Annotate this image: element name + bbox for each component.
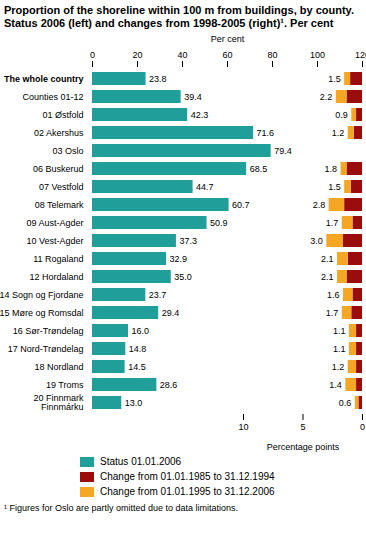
html-text:¹ Figures for Oslo are partly: ¹ Figures for Oslo are partly omitted du…: [4, 503, 239, 513]
svg-text:20: 20: [132, 50, 142, 60]
svg-text:32.9: 32.9: [170, 254, 188, 264]
svg-text:0.9: 0.9: [335, 110, 348, 120]
svg-text:1.7: 1.7: [326, 218, 339, 228]
svg-text:60: 60: [222, 50, 232, 60]
svg-text:35.0: 35.0: [174, 272, 192, 282]
svg-text:79.4: 79.4: [274, 146, 292, 156]
svg-text:1.5: 1.5: [328, 74, 341, 84]
svg-text:23.8: 23.8: [149, 74, 167, 84]
svg-text:5: 5: [300, 422, 305, 432]
svg-text:18 Nordland: 18 Nordland: [34, 362, 83, 372]
svg-text:2.8: 2.8: [313, 200, 326, 210]
html-text:Proportion of the shoreline wi: Proportion of the shoreline within 100 m…: [4, 4, 354, 29]
svg-text:16.0: 16.0: [132, 326, 150, 336]
svg-text:120: 120: [355, 50, 366, 60]
svg-text:12 Hordaland: 12 Hordaland: [29, 272, 83, 282]
svg-text:17 Nord-Trøndelag: 17 Nord-Trøndelag: [8, 344, 84, 354]
svg-text:1.8: 1.8: [325, 164, 338, 174]
svg-text:23.7: 23.7: [149, 290, 167, 300]
svg-text:80: 80: [267, 50, 277, 60]
svg-text:2.1: 2.1: [321, 272, 334, 282]
svg-text:01 Østfold: 01 Østfold: [42, 110, 83, 120]
svg-text:16 Sør-Trøndelag: 16 Sør-Trøndelag: [13, 326, 84, 336]
svg-text:28.6: 28.6: [160, 380, 178, 390]
svg-text:50.9: 50.9: [210, 218, 228, 228]
html-text:Status 01.01.2006: Status 01.01.2006: [100, 456, 182, 467]
svg-text:37.3: 37.3: [179, 236, 197, 246]
svg-text:0: 0: [360, 422, 365, 432]
svg-text:Counties 01-12: Counties 01-12: [22, 92, 83, 102]
svg-text:44.7: 44.7: [196, 182, 214, 192]
svg-text:39.4: 39.4: [184, 92, 202, 102]
svg-text:07 Vestfold: 07 Vestfold: [39, 182, 84, 192]
svg-text:06 Buskerud: 06 Buskerud: [33, 164, 84, 174]
svg-text:02 Akershus: 02 Akershus: [34, 128, 84, 138]
svg-text:1.4: 1.4: [329, 380, 342, 390]
svg-text:2.2: 2.2: [320, 92, 333, 102]
svg-text:19 Troms: 19 Troms: [46, 380, 84, 390]
svg-text:15 Møre og Romsdal: 15 Møre og Romsdal: [0, 308, 84, 318]
svg-text:13.0: 13.0: [125, 398, 143, 408]
svg-text:08 Telemark: 08 Telemark: [35, 200, 84, 210]
svg-text:71.6: 71.6: [257, 128, 275, 138]
svg-text:29.4: 29.4: [162, 308, 180, 318]
svg-text:Per cent: Per cent: [211, 34, 245, 44]
svg-text:0: 0: [90, 50, 95, 60]
svg-text:14.5: 14.5: [128, 362, 146, 372]
svg-text:1.2: 1.2: [332, 128, 345, 138]
svg-text:14 Sogn og Fjordane: 14 Sogn og Fjordane: [0, 290, 84, 300]
svg-text:1.6: 1.6: [327, 290, 340, 300]
svg-text:Percentage points: Percentage points: [267, 442, 340, 452]
html-text:Change from 01.01.1985 to 31.1: Change from 01.01.1985 to 31.12.1994: [100, 471, 275, 482]
svg-text:3.0: 3.0: [310, 236, 323, 246]
svg-text:14.8: 14.8: [129, 344, 147, 354]
svg-text:40: 40: [177, 50, 187, 60]
html-text:Change from 01.01.1995 to 31.1: Change from 01.01.1995 to 31.12.2006: [100, 486, 275, 497]
svg-text:42.3: 42.3: [191, 110, 209, 120]
svg-text:10 Vest-Agder: 10 Vest-Agder: [26, 236, 83, 246]
svg-text:1.5: 1.5: [328, 182, 341, 192]
svg-text:0.6: 0.6: [339, 398, 352, 408]
svg-text:1.1: 1.1: [333, 344, 346, 354]
svg-text:The whole country: The whole country: [4, 74, 84, 84]
svg-text:03 Oslo: 03 Oslo: [52, 146, 83, 156]
svg-text:2.1: 2.1: [321, 254, 334, 264]
svg-text:1.1: 1.1: [333, 326, 346, 336]
svg-text:11 Rogaland: 11 Rogaland: [33, 254, 83, 264]
svg-text:1.7: 1.7: [326, 308, 339, 318]
svg-text:09 Aust-Agder: 09 Aust-Agder: [26, 218, 83, 228]
svg-text:100: 100: [310, 50, 325, 60]
svg-text:20 FinnmarkFinnmárku: 20 FinnmarkFinnmárku: [33, 393, 84, 412]
svg-text:68.5: 68.5: [250, 164, 268, 174]
svg-text:10: 10: [238, 422, 248, 432]
svg-text:60.7: 60.7: [232, 200, 250, 210]
svg-text:1.2: 1.2: [332, 362, 345, 372]
